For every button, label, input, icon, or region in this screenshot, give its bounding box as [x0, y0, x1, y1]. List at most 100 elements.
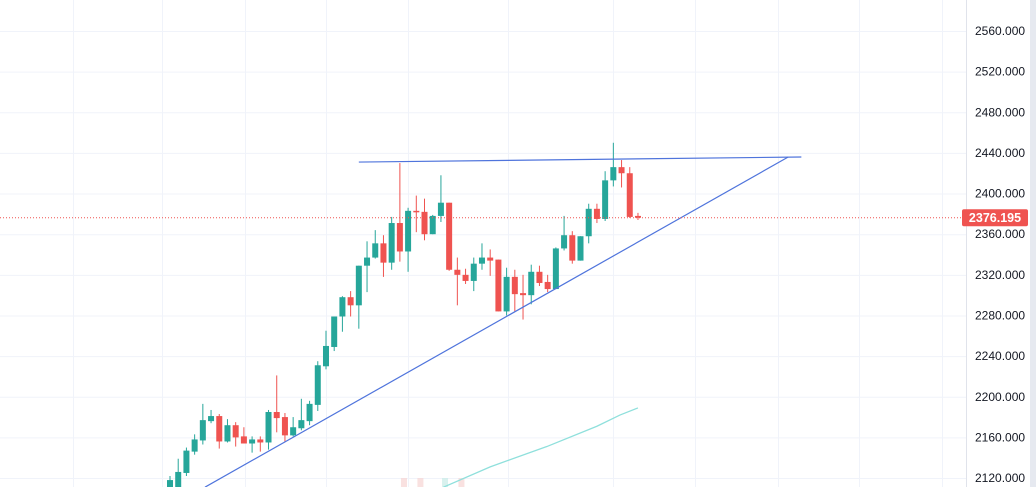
candle-up[interactable]: [322, 330, 329, 370]
candle-up[interactable]: [265, 409, 272, 450]
candle-down[interactable]: [380, 235, 387, 277]
candle-body: [232, 425, 239, 438]
candle-down[interactable]: [347, 291, 354, 317]
candle-down[interactable]: [544, 274, 551, 293]
candle-down[interactable]: [421, 198, 428, 241]
candle-body: [331, 316, 338, 347]
candle-body: [429, 215, 436, 235]
volume-bar: [400, 478, 407, 487]
candle-down[interactable]: [618, 160, 625, 188]
candle-down[interactable]: [396, 163, 403, 262]
candle-down[interactable]: [569, 231, 576, 264]
candle-body: [257, 439, 264, 443]
candle-body: [495, 259, 502, 312]
candle-body: [478, 257, 485, 264]
candle-body: [610, 167, 617, 181]
candle-down[interactable]: [487, 249, 494, 276]
candle-up[interactable]: [290, 417, 297, 437]
candle-body: [388, 223, 395, 263]
candle-up[interactable]: [339, 296, 346, 332]
candle-body: [290, 427, 297, 436]
y-tick-label: 2400.000: [975, 187, 1025, 201]
candle-up[interactable]: [577, 236, 584, 261]
candle-up[interactable]: [191, 434, 198, 455]
candle-up[interactable]: [355, 265, 362, 329]
last-price-badge-bg: [962, 209, 1028, 227]
candle-down[interactable]: [634, 212, 641, 220]
candle-up[interactable]: [167, 476, 173, 487]
grid: [0, 0, 966, 487]
candle-up[interactable]: [183, 447, 190, 477]
candle-down[interactable]: [520, 274, 527, 320]
candle-up[interactable]: [372, 230, 379, 259]
candle-up[interactable]: [503, 267, 510, 316]
y-tick-label: 2480.000: [975, 105, 1025, 119]
candle-up[interactable]: [306, 400, 313, 426]
candle-body: [273, 412, 280, 419]
candles[interactable]: [167, 142, 641, 487]
candle-up[interactable]: [552, 247, 559, 290]
candle-body: [314, 365, 321, 405]
candle-body: [339, 297, 346, 317]
trendline-support[interactable]: [204, 156, 789, 487]
trendline-resistance[interactable]: [358, 156, 802, 163]
candle-down[interactable]: [232, 422, 239, 447]
price-axis[interactable]: 2560.000 2520.000 2480.000 2440.000 2400.000…: [966, 0, 1036, 487]
candle-up[interactable]: [478, 243, 485, 270]
candle-up[interactable]: [561, 215, 568, 251]
candle-up[interactable]: [175, 458, 182, 487]
candle-body: [511, 276, 518, 295]
candle-down[interactable]: [454, 257, 461, 306]
scrollbar[interactable]: [1030, 0, 1036, 487]
candle-down[interactable]: [462, 268, 469, 284]
candle-up[interactable]: [208, 409, 215, 424]
candle-down[interactable]: [240, 427, 247, 444]
volume-bar: [442, 478, 449, 487]
candle-up[interactable]: [585, 203, 592, 244]
candle-up[interactable]: [249, 436, 256, 453]
candle-up[interactable]: [470, 257, 477, 292]
candle-body: [446, 202, 453, 270]
candle-body: [240, 436, 247, 444]
candle-up[interactable]: [199, 403, 206, 445]
candle-down[interactable]: [281, 413, 288, 442]
candle-body: [528, 271, 535, 296]
candle-up[interactable]: [331, 316, 338, 352]
candle-down[interactable]: [273, 375, 280, 433]
candle-up[interactable]: [314, 361, 321, 411]
candle-down[interactable]: [511, 269, 518, 312]
candle-down[interactable]: [216, 414, 223, 449]
candle-down[interactable]: [536, 265, 543, 287]
candle-body: [281, 417, 288, 436]
candle-up[interactable]: [298, 398, 305, 431]
candle-body: [183, 450, 190, 473]
candle-up[interactable]: [364, 241, 371, 293]
candle-body: [487, 257, 494, 261]
candle-down[interactable]: [413, 195, 420, 233]
y-tick-label: 2320.000: [975, 268, 1025, 282]
y-tick-label: 2160.000: [975, 430, 1025, 444]
candle-down[interactable]: [593, 203, 600, 224]
candle-body: [265, 412, 272, 443]
candle-body: [208, 416, 215, 422]
candle-up[interactable]: [405, 207, 412, 272]
candle-body: [577, 236, 584, 261]
candle-up[interactable]: [602, 171, 609, 221]
candle-down[interactable]: [257, 436, 264, 452]
candle-body: [413, 210, 420, 213]
candle-up[interactable]: [437, 175, 444, 223]
candle-down[interactable]: [495, 259, 502, 312]
candle-body: [216, 416, 223, 442]
y-tick-label: 2200.000: [975, 390, 1025, 404]
candle-up[interactable]: [610, 142, 617, 187]
candle-body: [405, 210, 412, 252]
candle-body: [298, 420, 305, 429]
candle-body: [569, 235, 576, 261]
candle-up[interactable]: [528, 264, 535, 305]
candle-down[interactable]: [446, 202, 453, 271]
candle-up[interactable]: [388, 216, 395, 270]
trendlines[interactable]: [204, 156, 802, 487]
candle-down[interactable]: [626, 167, 633, 218]
candle-up[interactable]: [224, 419, 231, 443]
